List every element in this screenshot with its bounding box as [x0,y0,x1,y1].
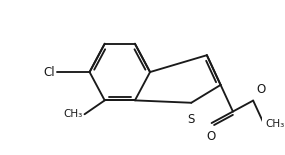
Text: Cl: Cl [43,66,55,79]
Text: O: O [256,83,265,96]
Text: O: O [206,130,215,143]
Text: CH₃: CH₃ [266,119,285,129]
Text: CH₃: CH₃ [64,109,83,119]
Text: S: S [188,113,195,126]
